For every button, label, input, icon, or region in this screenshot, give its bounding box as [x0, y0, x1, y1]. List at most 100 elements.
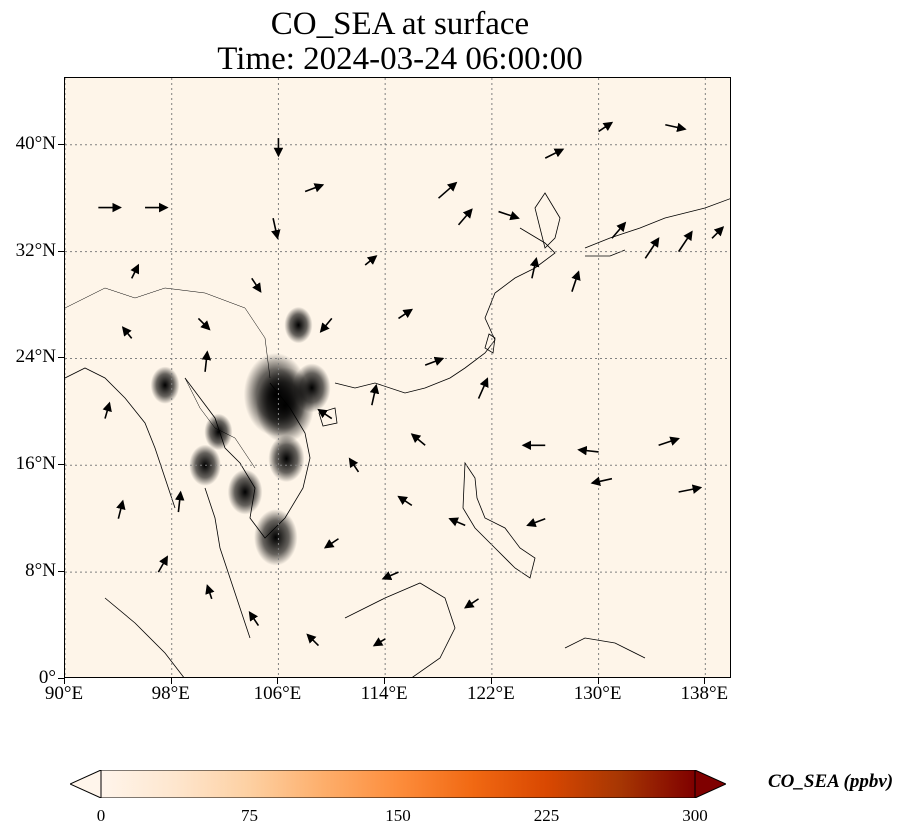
coastlines: [65, 192, 730, 677]
wind-arrow-2: [130, 263, 140, 279]
wind-arrow-40: [205, 584, 215, 600]
wind-arrow-38: [116, 499, 126, 519]
coastline-new-guinea: [564, 637, 646, 659]
wind-arrow-20: [598, 121, 614, 133]
wind-arrow-46: [102, 401, 112, 419]
wind-arrow-14: [571, 270, 581, 292]
wind-arrow-29: [590, 476, 613, 487]
coastline-korea: [534, 192, 561, 249]
coastline-taiwan: [484, 333, 496, 354]
wind-arrow-22: [369, 383, 380, 406]
wind-arrow-6: [271, 218, 281, 240]
wind-arrow-35: [381, 571, 399, 581]
wind-arrow-44: [201, 350, 212, 372]
lat-tick-mark: [58, 571, 64, 573]
wind-arrow-48: [424, 356, 445, 366]
lat-tick-label: 32°N: [15, 239, 56, 261]
lon-tick-label: 122°E: [467, 683, 515, 704]
wind-arrow-32: [397, 495, 413, 507]
lat-tick-mark: [58, 143, 64, 145]
wind-arrow-12: [498, 210, 520, 221]
lon-tick-mark: [64, 678, 65, 684]
wind-arrow-4: [251, 277, 262, 293]
lon-tick-label: 106°E: [253, 683, 302, 704]
wind-vectors: [98, 121, 725, 647]
lat-tick-mark: [58, 250, 64, 252]
wind-arrow-45: [121, 326, 133, 339]
lat-tick-label: 8°N: [25, 560, 56, 582]
wind-arrow-7: [304, 183, 325, 193]
lat-tick-label: 40°N: [15, 132, 56, 154]
wind-arrow-36: [464, 598, 479, 609]
wind-arrow-8: [319, 317, 333, 333]
lat-tick-mark: [58, 357, 64, 359]
wind-arrow-31: [448, 517, 466, 527]
wind-arrow-26: [577, 445, 599, 456]
colorbar-tick-label: 75: [241, 806, 258, 825]
lon-tick-label: 114°E: [360, 683, 408, 704]
colorbar: [70, 770, 726, 798]
wind-arrow-28: [678, 484, 703, 494]
co-hotspot-7: [150, 366, 180, 404]
wind-arrow-11: [457, 208, 473, 226]
wind-arrow-19: [544, 148, 565, 159]
co-hotspot-3: [254, 509, 298, 566]
lat-tick-label: 16°N: [15, 453, 56, 475]
wind-arrow-18: [711, 226, 725, 239]
wind-arrow-3: [197, 317, 211, 331]
colorbar-tick-label: 225: [533, 806, 560, 825]
colorbar-extend-low: [70, 770, 102, 798]
wind-arrow-43: [372, 637, 386, 647]
lon-tick-mark: [384, 678, 386, 684]
map-plot-area: [64, 77, 731, 678]
coastline-borneo: [344, 582, 456, 677]
wind-arrow-9: [364, 255, 378, 266]
wind-arrow-23: [410, 433, 426, 446]
lat-tick-mark: [58, 678, 64, 679]
wind-arrow-15: [611, 221, 627, 239]
coastline-malay-peninsula: [204, 487, 251, 639]
lon-tick-label: 98°E: [151, 683, 190, 704]
lat-tick-label: 0°: [38, 667, 56, 688]
wind-arrow-27: [658, 436, 680, 447]
co-hotspot-8: [284, 306, 313, 344]
plot-title-line-1: CO_SEA at surface: [270, 6, 530, 42]
map-canvas: [65, 78, 730, 677]
colorbar-gradient: [100, 770, 696, 798]
border-inland-2: [184, 377, 256, 469]
lon-tick-mark: [170, 678, 172, 684]
co-hotspot-2: [292, 363, 331, 413]
wind-arrow-42: [306, 633, 320, 647]
wind-arrow-10: [437, 181, 458, 199]
lon-tick-mark: [277, 678, 279, 684]
lat-tick-mark: [58, 464, 64, 466]
wind-arrow-34: [323, 538, 339, 549]
lon-tick-mark: [597, 678, 599, 684]
lon-tick-mark: [704, 678, 706, 684]
wind-arrow-41: [248, 611, 260, 627]
lon-tick-label: 90°E: [44, 683, 84, 704]
wind-arrow-37: [174, 490, 185, 513]
coastline-sumatra: [104, 597, 184, 677]
wind-arrow-39: [157, 555, 168, 573]
lon-tick-mark: [490, 678, 492, 684]
coastline-china-east: [334, 227, 556, 394]
lon-tick-label: 138°E: [680, 683, 729, 704]
wind-arrow-33: [348, 457, 360, 473]
border-inland-1: [65, 287, 271, 379]
co-hotspot-5: [227, 469, 263, 515]
coastline-philippines: [462, 461, 536, 579]
wind-arrow-49: [317, 408, 333, 420]
coastline-indochina: [184, 377, 311, 539]
colorbar-extend-high: [694, 770, 726, 798]
lon-tick-label: 130°E: [573, 683, 622, 704]
colorbar-tick-label: 300: [682, 806, 708, 825]
coastline-bay-of-bengal: [65, 367, 176, 509]
wind-arrow-30: [526, 517, 546, 528]
coastline-japan: [584, 198, 730, 257]
wind-arrow-47: [398, 308, 414, 320]
wind-arrow-16: [644, 237, 660, 259]
wind-arrow-13: [529, 256, 540, 279]
plot-title-line-2: Time: 2024-03-24 06:00:00: [217, 41, 583, 77]
lat-tick-label: 24°N: [15, 346, 56, 368]
